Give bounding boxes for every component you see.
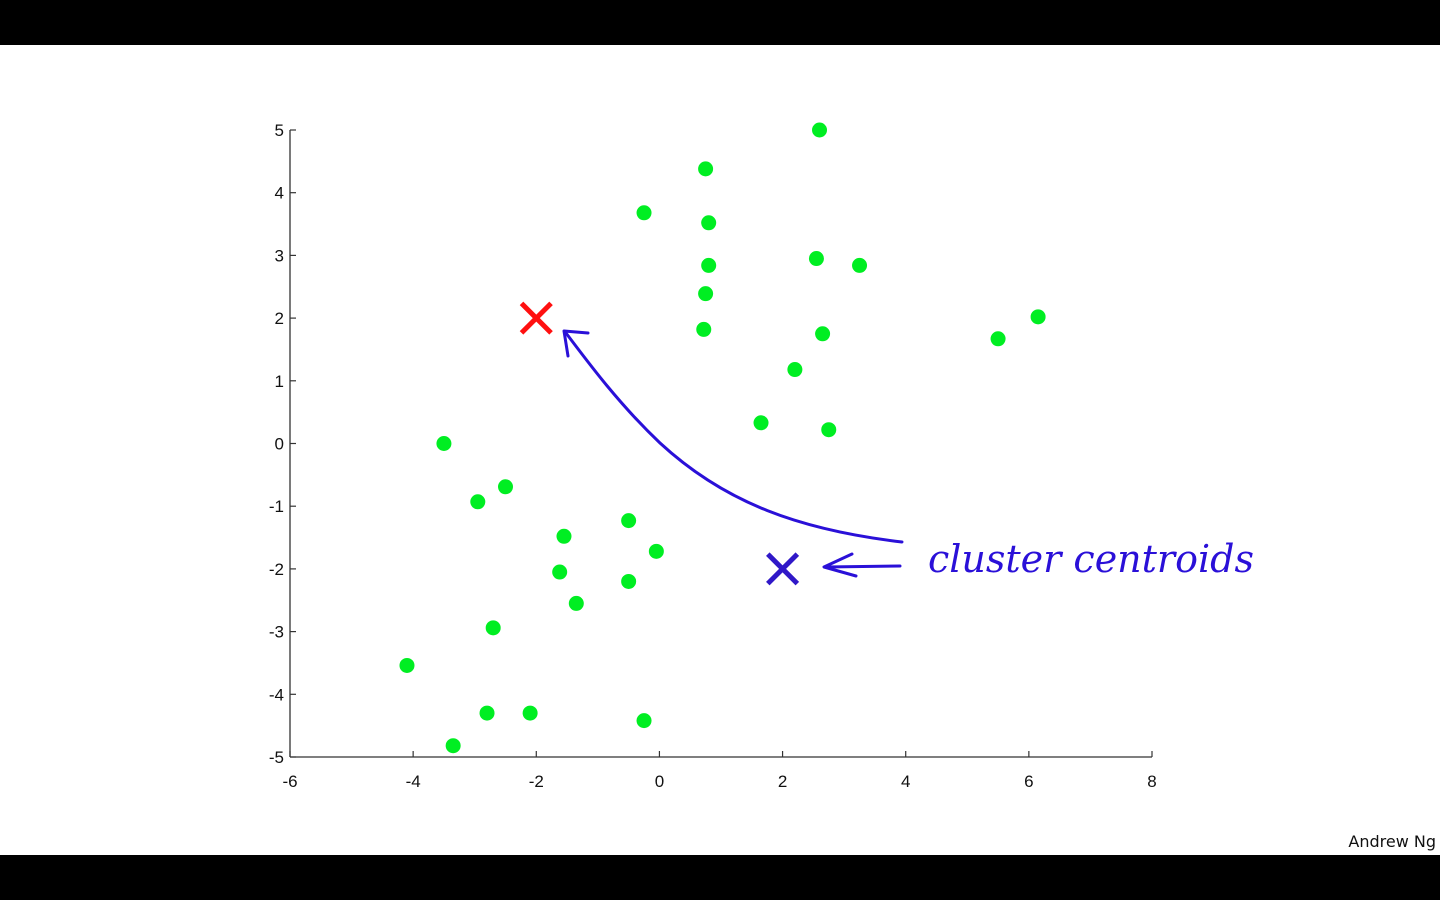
x-tick-label: 8 — [1147, 772, 1156, 791]
lecture-slide: -6 -4 -2 0 2 4 6 8 -5 -4 -3 -2 -1 0 1 2 3 4 5 cluster cent… — [0, 45, 1440, 855]
y-tick-label: 0 — [275, 435, 284, 454]
centroid-stroke — [519, 301, 553, 335]
curved-arrow-shaft — [564, 331, 904, 544]
data-point — [552, 564, 568, 580]
data-point — [485, 620, 501, 636]
data-point — [522, 705, 538, 721]
y-tick-label: 1 — [275, 372, 284, 391]
data-point — [470, 494, 486, 510]
data-point — [648, 543, 664, 559]
x-tick-label: 2 — [778, 772, 787, 791]
chart-axes: -6 -4 -2 0 2 4 6 8 -5 -4 -3 -2 -1 0 1 2 3 4 5 — [269, 121, 1157, 791]
data-point — [1030, 309, 1046, 325]
data-point — [812, 122, 828, 138]
data-point — [621, 513, 637, 529]
y-tick-label: -4 — [269, 685, 284, 704]
centroid-cross — [766, 552, 800, 586]
data-point — [696, 321, 712, 337]
y-tick-label: -2 — [269, 560, 284, 579]
data-point — [701, 257, 717, 273]
data-point — [479, 705, 495, 721]
data-point — [990, 331, 1006, 347]
data-point — [787, 362, 803, 378]
x-tick-label: -6 — [282, 772, 297, 791]
x-tick-label: -2 — [529, 772, 544, 791]
data-point — [568, 595, 584, 611]
data-point — [698, 161, 714, 177]
y-tick-label: -5 — [269, 748, 284, 767]
x-tick-label: 6 — [1024, 772, 1033, 791]
data-point — [808, 251, 824, 267]
chart-marks — [399, 122, 1046, 754]
x-tick-label: 0 — [655, 772, 664, 791]
y-tick-label: -3 — [269, 623, 284, 642]
data-point — [498, 479, 513, 495]
curved-arrow-head — [562, 329, 590, 358]
chart-annotations: cluster centroids — [562, 329, 1254, 581]
data-point — [445, 738, 461, 754]
data-point — [621, 573, 637, 589]
data-point — [852, 257, 868, 273]
x-tick-label: -4 — [406, 772, 421, 791]
annotation-cluster-centroids: cluster centroids — [928, 537, 1254, 581]
y-tick-label: 2 — [275, 309, 284, 328]
data-point — [698, 286, 714, 302]
straight-arrow-head — [822, 552, 858, 578]
data-point — [636, 713, 652, 729]
scatter-chart: -6 -4 -2 0 2 4 6 8 -5 -4 -3 -2 -1 0 1 2 3 4 5 cluster cent… — [269, 121, 1254, 791]
y-tick-label: 3 — [275, 246, 284, 265]
y-tick-label: -1 — [269, 497, 284, 516]
data-point — [821, 422, 837, 438]
data-point — [399, 657, 415, 673]
y-tick-label: 4 — [275, 184, 284, 203]
data-point — [436, 436, 452, 451]
data-point — [701, 215, 717, 231]
data-point — [556, 528, 572, 544]
centroid-stroke — [766, 552, 800, 586]
author-credit: Andrew Ng — [1348, 832, 1436, 851]
data-point — [636, 205, 652, 221]
centroid-cross — [519, 301, 553, 335]
y-tick-label: 5 — [275, 121, 284, 140]
straight-arrow-shaft — [824, 564, 902, 569]
x-tick-label: 4 — [901, 772, 910, 791]
data-point — [753, 415, 769, 431]
data-point — [815, 326, 831, 342]
